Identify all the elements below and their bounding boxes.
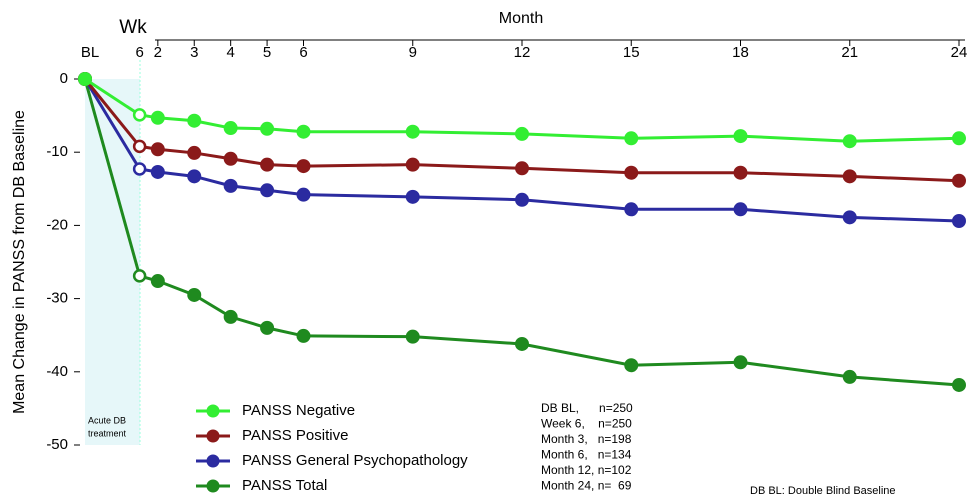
data-point bbox=[260, 157, 275, 172]
data-point bbox=[624, 358, 639, 373]
data-point bbox=[624, 165, 639, 180]
data-point bbox=[187, 287, 202, 302]
data-point bbox=[187, 113, 202, 128]
data-point bbox=[296, 328, 311, 343]
x-tick-label: 4 bbox=[226, 44, 234, 61]
n-table-line: Month 24, n= 69 bbox=[541, 479, 632, 493]
data-point bbox=[733, 129, 748, 144]
data-point bbox=[260, 183, 275, 198]
y-tick-label: -50 bbox=[46, 436, 68, 453]
data-point bbox=[624, 131, 639, 146]
y-axis-label: Mean Change in PANSS from DB Baseline bbox=[11, 110, 28, 414]
x-tick-label: 2 bbox=[154, 44, 162, 61]
data-point bbox=[150, 142, 165, 157]
data-point bbox=[842, 169, 857, 184]
y-tick-label: -40 bbox=[46, 363, 68, 380]
y-tick-label: -10 bbox=[46, 143, 68, 160]
data-point bbox=[405, 157, 420, 172]
n-table-line: Month 3, n=198 bbox=[541, 432, 632, 446]
y-tick-label: -20 bbox=[46, 216, 68, 233]
data-point bbox=[223, 151, 238, 166]
data-point bbox=[842, 134, 857, 149]
data-point bbox=[187, 145, 202, 160]
shade-label: Acute DB bbox=[88, 415, 126, 425]
data-point bbox=[952, 214, 966, 229]
legend-marker bbox=[206, 404, 220, 418]
legend-label: PANSS Negative bbox=[242, 402, 355, 419]
x-tick-label: 9 bbox=[409, 44, 417, 61]
data-point bbox=[842, 369, 857, 384]
data-point bbox=[515, 126, 529, 141]
n-table-line: Month 6, n=134 bbox=[541, 448, 632, 462]
data-point bbox=[952, 131, 966, 146]
data-point bbox=[296, 159, 311, 174]
x-tick-label: 15 bbox=[623, 44, 640, 61]
legend-label: PANSS Positive bbox=[242, 427, 348, 444]
acute-shade bbox=[85, 79, 140, 445]
footnote: DB BL: Double Blind Baseline bbox=[750, 485, 896, 497]
n-table-line: Month 12, n=102 bbox=[541, 463, 632, 477]
x-tick-label: 3 bbox=[190, 44, 198, 61]
data-point bbox=[515, 192, 529, 207]
week-label: Wk bbox=[119, 17, 147, 38]
data-point bbox=[405, 189, 420, 204]
x-tick-label: 24 bbox=[951, 44, 968, 61]
data-point bbox=[952, 377, 966, 392]
data-point bbox=[223, 309, 238, 324]
x-tick-label: BL bbox=[81, 44, 99, 61]
y-tick-label: -30 bbox=[46, 290, 68, 307]
data-point bbox=[260, 320, 275, 335]
data-point bbox=[733, 165, 748, 180]
data-point bbox=[150, 164, 165, 179]
month-label: Month bbox=[499, 10, 543, 27]
data-point bbox=[150, 110, 165, 125]
data-point bbox=[78, 72, 92, 86]
n-table-line: Week 6, n=250 bbox=[541, 417, 632, 431]
data-point bbox=[260, 121, 275, 136]
x-tick-label: 12 bbox=[514, 44, 531, 61]
data-point bbox=[733, 202, 748, 217]
data-point bbox=[132, 269, 147, 283]
data-point bbox=[132, 139, 147, 154]
x-tick-label: 6 bbox=[135, 44, 143, 61]
legend-marker bbox=[206, 429, 220, 443]
data-point bbox=[296, 187, 311, 202]
n-table-line: DB BL, n=250 bbox=[541, 401, 633, 415]
data-point bbox=[150, 274, 165, 289]
data-point bbox=[515, 336, 529, 351]
data-point bbox=[223, 178, 238, 193]
legend-label: PANSS General Psychopathology bbox=[242, 452, 468, 469]
legend-label: PANSS Total bbox=[242, 477, 327, 494]
x-tick-label: 21 bbox=[841, 44, 858, 61]
data-point bbox=[405, 124, 420, 139]
data-point bbox=[624, 202, 639, 217]
data-point bbox=[952, 173, 966, 188]
data-point bbox=[296, 124, 311, 139]
data-point bbox=[515, 161, 529, 176]
data-point bbox=[187, 169, 202, 184]
data-point bbox=[733, 355, 748, 370]
shade-label: treatment bbox=[88, 428, 127, 438]
x-tick-label: 18 bbox=[732, 44, 749, 61]
data-point bbox=[132, 108, 147, 122]
data-point bbox=[842, 210, 857, 225]
y-tick-label: 0 bbox=[60, 70, 68, 87]
legend-marker bbox=[206, 479, 220, 493]
data-point bbox=[405, 329, 420, 344]
x-tick-label: 5 bbox=[263, 44, 271, 61]
x-tick-label: 6 bbox=[299, 44, 307, 61]
data-point bbox=[223, 121, 238, 136]
legend-marker bbox=[206, 454, 220, 468]
data-point bbox=[132, 162, 147, 176]
